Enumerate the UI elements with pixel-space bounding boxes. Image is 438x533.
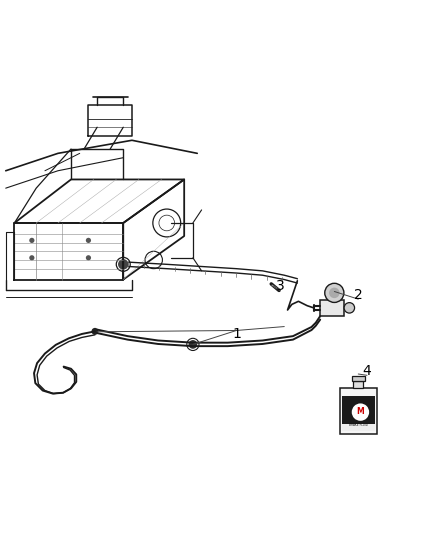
Circle shape [329, 288, 339, 298]
Circle shape [344, 303, 355, 313]
Circle shape [188, 340, 197, 349]
Text: M: M [357, 407, 364, 416]
Circle shape [29, 255, 35, 261]
Bar [342, 424, 375, 431]
Bar [342, 397, 375, 431]
Bar [352, 376, 365, 381]
Bar [340, 389, 377, 434]
Bar [352, 376, 365, 381]
Text: BRAKE FLUID: BRAKE FLUID [349, 423, 368, 427]
Circle shape [352, 403, 369, 421]
Text: 1: 1 [232, 327, 241, 341]
Circle shape [86, 238, 91, 243]
Bar [320, 300, 344, 316]
Circle shape [92, 328, 99, 335]
Circle shape [325, 284, 344, 302]
Bar [320, 300, 344, 316]
Bar [340, 389, 377, 434]
Bar [353, 381, 363, 389]
Circle shape [118, 259, 128, 270]
Text: 3: 3 [276, 279, 284, 293]
Circle shape [29, 238, 35, 243]
Bar [353, 381, 363, 389]
Text: 4: 4 [363, 364, 371, 378]
Text: 2: 2 [354, 288, 363, 302]
Circle shape [86, 255, 91, 261]
